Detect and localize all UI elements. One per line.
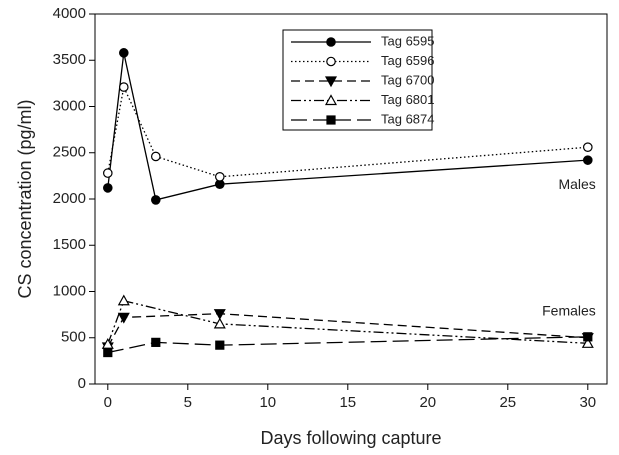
marker <box>215 172 225 182</box>
legend: Tag 6595 Tag 6596 Tag 6700 Tag 6801 Tag 6874 <box>282 29 435 131</box>
marker <box>326 115 336 125</box>
annotation: Females <box>542 303 596 319</box>
x-tick-label: 0 <box>104 394 112 411</box>
marker <box>103 347 113 358</box>
y-tick-label: 4000 <box>53 5 86 22</box>
marker <box>151 151 161 162</box>
x-tick-label: 15 <box>339 394 356 411</box>
legend-label: Tag 6801 <box>381 92 435 107</box>
marker <box>119 48 129 58</box>
marker <box>103 183 113 193</box>
legend-label: Tag 6700 <box>381 72 435 87</box>
x-axis-label: Days following capture <box>260 428 441 448</box>
marker <box>324 94 338 106</box>
marker <box>581 337 594 348</box>
marker <box>117 312 130 324</box>
marker <box>326 56 336 67</box>
y-tick-label: 2000 <box>53 190 86 207</box>
legend-box <box>282 29 433 131</box>
x-tick-label: 20 <box>419 394 436 411</box>
marker <box>151 337 161 347</box>
y-tick-label: 0 <box>78 375 86 392</box>
y-tick-label: 1500 <box>53 236 86 253</box>
y-tick-label: 3500 <box>53 51 86 68</box>
series-line <box>107 313 588 348</box>
x-tick-label: 5 <box>184 394 192 411</box>
marker <box>583 332 593 342</box>
y-tick-label: 500 <box>61 329 86 346</box>
series-line <box>107 299 588 345</box>
marker <box>326 37 336 47</box>
x-tick-label: 25 <box>499 394 516 411</box>
y-tick-label: 2500 <box>53 144 86 161</box>
y-tick-label: 1000 <box>53 282 86 299</box>
annotation: Males <box>558 176 595 192</box>
legend-label: Tag 6595 <box>381 33 435 48</box>
x-tick-label: 10 <box>259 394 276 411</box>
marker <box>151 195 161 205</box>
marker <box>582 155 593 165</box>
marker <box>117 294 130 306</box>
y-axis-label: CS concentration (pg/ml) <box>15 99 35 298</box>
marker <box>103 168 113 178</box>
marker <box>119 82 129 92</box>
marker <box>324 76 338 88</box>
marker <box>215 340 225 350</box>
marker <box>213 309 226 320</box>
y-tick-label: 3000 <box>53 97 86 114</box>
x-tick-label: 30 <box>579 394 596 411</box>
marker <box>213 317 226 329</box>
legend-label: Tag 6874 <box>381 111 435 126</box>
series-line <box>107 336 588 354</box>
legend-label: Tag 6596 <box>381 53 435 68</box>
marker <box>582 142 593 152</box>
